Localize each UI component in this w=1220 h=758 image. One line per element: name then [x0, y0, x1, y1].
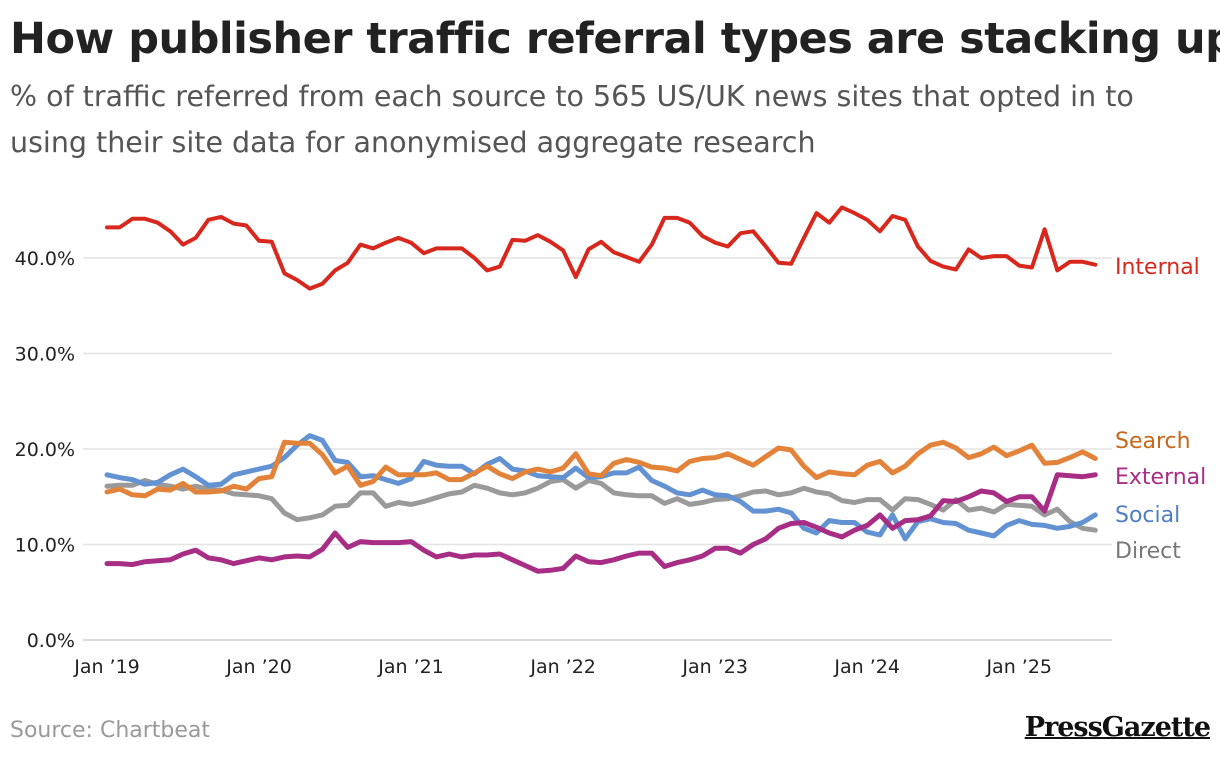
- source-note: Source: Chartbeat: [10, 718, 211, 743]
- x-tick-label: Jan ’23: [681, 656, 748, 678]
- x-tick-label: Jan ’25: [985, 656, 1052, 678]
- y-axis-ticks: 0.0% 10.0% 20.0% 30.0% 40.0%: [15, 248, 75, 652]
- y-tick-label: 10.0%: [15, 535, 75, 557]
- chart-subtitle: % of traffic referred from each source t…: [10, 80, 1134, 159]
- series-line-direct: [104, 477, 1098, 533]
- series-line-search: [104, 439, 1098, 499]
- press-gazette-logo: PressGazette: [1024, 712, 1211, 743]
- series-line-social: [104, 433, 1098, 542]
- x-tick-label: Jan ’24: [833, 656, 900, 678]
- series-labels: Internal Search External Social Direct: [1115, 255, 1206, 564]
- x-axis-ticks: Jan ’19 Jan ’20 Jan ’21 Jan ’22 Jan ’23 Jan ’…: [73, 656, 1052, 678]
- y-tick-label: 0.0%: [27, 630, 75, 652]
- series-label-direct: Direct: [1115, 539, 1181, 564]
- x-tick-label: Jan ’20: [225, 656, 292, 678]
- y-tick-label: 20.0%: [15, 439, 75, 461]
- x-tick-label: Jan ’22: [529, 656, 596, 678]
- chart-title: How publisher traffic referral types are…: [10, 14, 1220, 64]
- x-tick-label: Jan ’19: [73, 656, 140, 678]
- series-label-search: Search: [1115, 429, 1191, 454]
- x-tick-label: Jan ’21: [377, 656, 444, 678]
- series-label-external: External: [1115, 465, 1206, 490]
- series-label-internal: Internal: [1115, 255, 1200, 280]
- series-line-external: [104, 472, 1098, 574]
- y-tick-label: 30.0%: [15, 344, 75, 366]
- series-lines: [104, 205, 1098, 574]
- y-tick-label: 40.0%: [15, 248, 75, 270]
- series-line-internal: [105, 205, 1098, 291]
- gridlines: [83, 257, 1112, 641]
- series-label-social: Social: [1115, 503, 1180, 528]
